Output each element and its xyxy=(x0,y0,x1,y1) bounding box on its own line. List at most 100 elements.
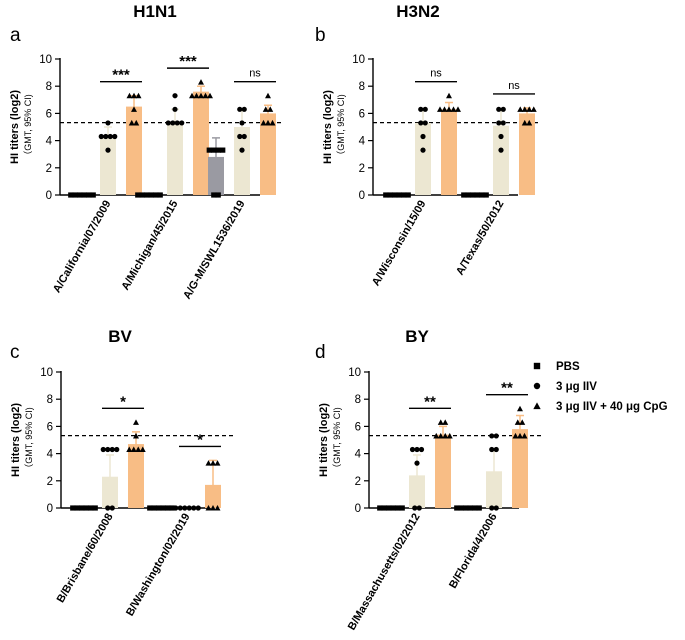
y-tick-label: 0 xyxy=(47,503,53,515)
panel-title: H1N1 xyxy=(133,2,176,21)
data-point xyxy=(131,106,137,112)
data-point xyxy=(396,192,402,198)
data-point xyxy=(267,106,274,112)
data-point xyxy=(493,446,499,453)
bar xyxy=(167,122,183,195)
data-point xyxy=(172,93,178,99)
data-point xyxy=(500,106,506,112)
data-point xyxy=(130,446,137,453)
y-tick-label: 4 xyxy=(355,449,362,461)
data-point xyxy=(405,192,411,198)
data-point xyxy=(211,147,217,153)
data-point xyxy=(409,446,416,453)
data-point xyxy=(381,505,387,511)
data-point xyxy=(458,505,464,511)
data-point xyxy=(437,419,444,425)
data-point xyxy=(151,505,157,511)
data-point xyxy=(241,106,247,112)
data-point xyxy=(109,505,115,511)
data-point xyxy=(112,133,118,140)
data-point xyxy=(220,147,226,153)
panel-title: H3N2 xyxy=(396,2,439,21)
y-tick-label: 0 xyxy=(355,503,361,515)
y-axis-label: HI titers (log2) xyxy=(318,403,330,477)
data-point xyxy=(500,120,506,126)
y-tick-label: 10 xyxy=(39,54,52,66)
data-point xyxy=(174,120,180,126)
panel-letter: a xyxy=(10,25,21,46)
legend-label: 3 μg IIV xyxy=(556,381,597,393)
data-point xyxy=(474,192,480,198)
data-point xyxy=(496,120,502,126)
data-point xyxy=(414,446,420,453)
data-point xyxy=(377,505,383,511)
data-point xyxy=(239,120,245,126)
panel-title: BV xyxy=(108,327,132,346)
data-point xyxy=(414,460,420,466)
data-point xyxy=(418,120,424,126)
y-tick-label: 4 xyxy=(47,449,54,461)
data-point xyxy=(512,432,519,439)
data-point xyxy=(418,446,425,453)
data-point xyxy=(81,192,87,198)
legend-label: PBS xyxy=(556,361,580,373)
data-point xyxy=(521,106,528,112)
data-point xyxy=(237,133,243,140)
data-point xyxy=(489,446,495,453)
significance-label: *** xyxy=(112,67,130,84)
data-point xyxy=(493,505,499,511)
data-point xyxy=(401,192,407,198)
data-point xyxy=(198,79,204,85)
x-tick-label: B/Washington/02/2019 xyxy=(124,512,193,619)
x-tick-label: A/Texas/50/2012 xyxy=(454,199,506,278)
x-tick-label: A/California/07/2009 xyxy=(51,199,114,296)
legend-marker xyxy=(533,362,541,370)
y-axis-label: HI titers (log2) xyxy=(10,403,22,477)
y-tick-label: 2 xyxy=(47,476,53,488)
data-point xyxy=(467,505,473,511)
data-point xyxy=(72,192,78,198)
data-point xyxy=(517,106,524,112)
data-point xyxy=(90,192,96,198)
data-point xyxy=(105,147,111,153)
data-point xyxy=(387,192,393,198)
data-point xyxy=(211,192,217,198)
data-point xyxy=(100,446,106,453)
data-point xyxy=(135,192,141,198)
data-point xyxy=(442,432,449,439)
data-point xyxy=(241,133,247,140)
data-point xyxy=(526,119,533,126)
bar xyxy=(435,434,451,508)
data-point xyxy=(133,419,139,425)
data-point xyxy=(70,505,76,511)
significance-label: ns xyxy=(430,68,442,80)
data-point xyxy=(182,505,188,511)
data-point xyxy=(420,147,426,153)
x-tick-label: A/Michigan/45/2015 xyxy=(119,199,180,293)
data-point xyxy=(206,147,212,153)
y-tick-label: 2 xyxy=(46,163,52,175)
data-point xyxy=(79,505,85,511)
data-point xyxy=(392,192,398,198)
data-point xyxy=(68,192,74,198)
y-tick-label: 4 xyxy=(46,136,53,148)
data-point xyxy=(169,505,175,511)
legend-label: 3 μg IIV + 40 μg CpG xyxy=(556,401,668,413)
panel-b: H3N2 b HI titers (log2) （GMT, 95% CI) 0 2 4 6 8 1… xyxy=(315,2,540,288)
data-point xyxy=(157,192,163,198)
data-point xyxy=(126,92,133,99)
significance-label: * xyxy=(120,393,126,410)
data-point xyxy=(131,92,137,99)
data-point xyxy=(114,446,120,453)
y-tick-label: 2 xyxy=(359,163,365,175)
data-point xyxy=(191,505,197,511)
data-point xyxy=(74,505,80,511)
bar xyxy=(415,122,431,195)
data-point xyxy=(437,106,443,112)
data-point xyxy=(390,505,396,511)
data-point xyxy=(156,505,162,511)
bar xyxy=(519,113,535,195)
bar xyxy=(126,106,142,195)
y-tick-label: 10 xyxy=(348,367,361,379)
